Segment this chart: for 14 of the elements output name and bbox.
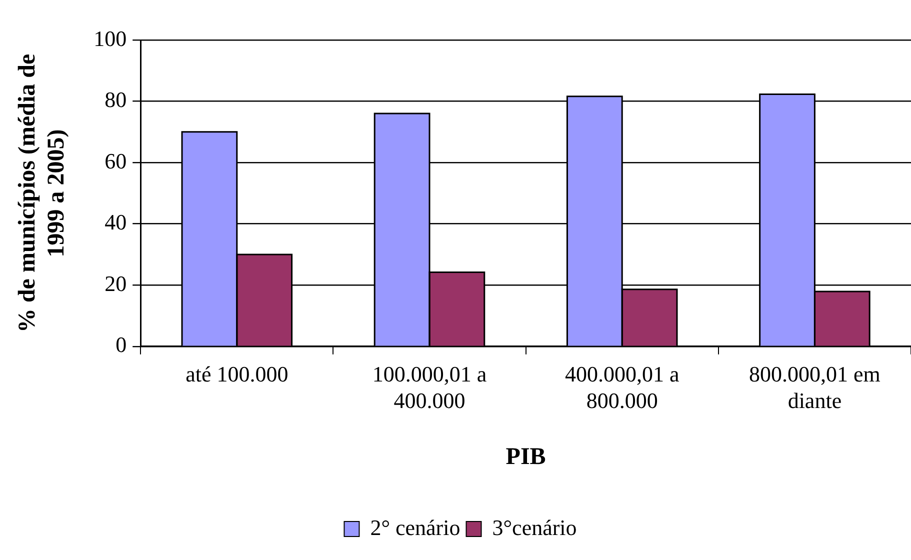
legend-label: 3°cenário xyxy=(492,514,577,540)
x-tick-label: 800.000,01 em diante xyxy=(749,361,880,413)
y-tick-label: 100 xyxy=(94,26,127,51)
y-tick-label: 80 xyxy=(104,87,127,112)
x-tick-label: 100.000,01 a 400.000 xyxy=(372,361,487,413)
y-tick-label: 0 xyxy=(116,332,127,358)
x-tick-label: 400.000,01 a 800.000 xyxy=(564,361,680,413)
y-tick-label: 60 xyxy=(104,148,127,174)
y-tick-label: 20 xyxy=(104,270,127,296)
x-tick-label: até 100.000 xyxy=(186,361,288,386)
legend-label: 2° cenário xyxy=(370,514,460,540)
x-axis-title: PIB xyxy=(506,444,546,470)
y-tick-label: 40 xyxy=(104,210,127,235)
y-axis-title: % de municípios (média de 1999 a 2005) xyxy=(14,54,70,333)
